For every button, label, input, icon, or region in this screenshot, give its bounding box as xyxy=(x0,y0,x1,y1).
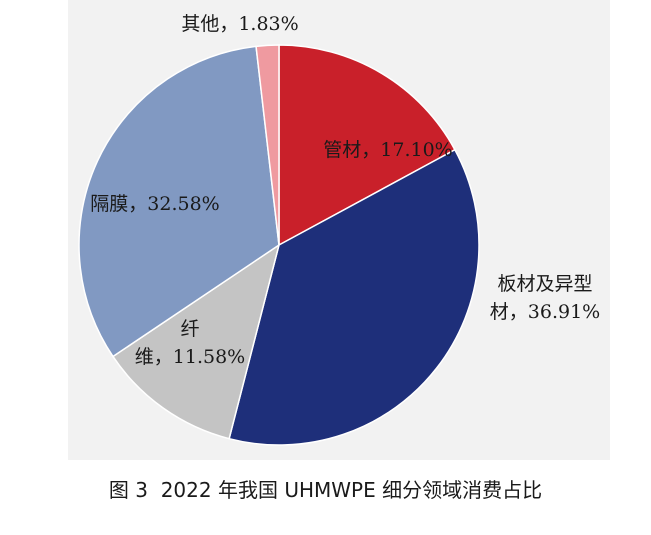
pie-slice-label: 纤维，11.58% xyxy=(135,318,245,368)
pie-slices xyxy=(78,44,480,446)
pie-labels: 管材，17.10% 板材及异型材，36.91% 纤维，11.58% 隔膜，32.58%… xyxy=(90,13,600,368)
pie-slice-label-line: 板材及异型 xyxy=(497,273,592,295)
pie-slice xyxy=(255,44,280,246)
pie-slice-label: 隔膜，32.58% xyxy=(90,193,219,215)
pie-slice-label: 其他，1.83% xyxy=(181,13,298,35)
pie-slice xyxy=(78,45,280,358)
pie-slice-label-line: 材，36.91% xyxy=(490,301,600,323)
pie-slice-label: 管材，17.10% xyxy=(323,139,452,161)
pie-slice xyxy=(111,243,281,440)
figure-caption: 图 3 2022 年我国 UHMWPE 细分领域消费占比 xyxy=(108,478,543,502)
pie-slice-label-line: 维，11.58% xyxy=(135,346,245,368)
pie-slice xyxy=(228,148,480,446)
pie-slice-label-line: 隔膜，32.58% xyxy=(90,193,219,215)
pie-slice-label-line: 其他，1.83% xyxy=(181,13,298,35)
pie-slice-label-line: 纤 xyxy=(180,318,199,340)
pie-slice-label-line: 管材，17.10% xyxy=(323,139,452,161)
pie-slice xyxy=(278,44,456,247)
pie-slice-label: 板材及异型材，36.91% xyxy=(490,273,600,323)
